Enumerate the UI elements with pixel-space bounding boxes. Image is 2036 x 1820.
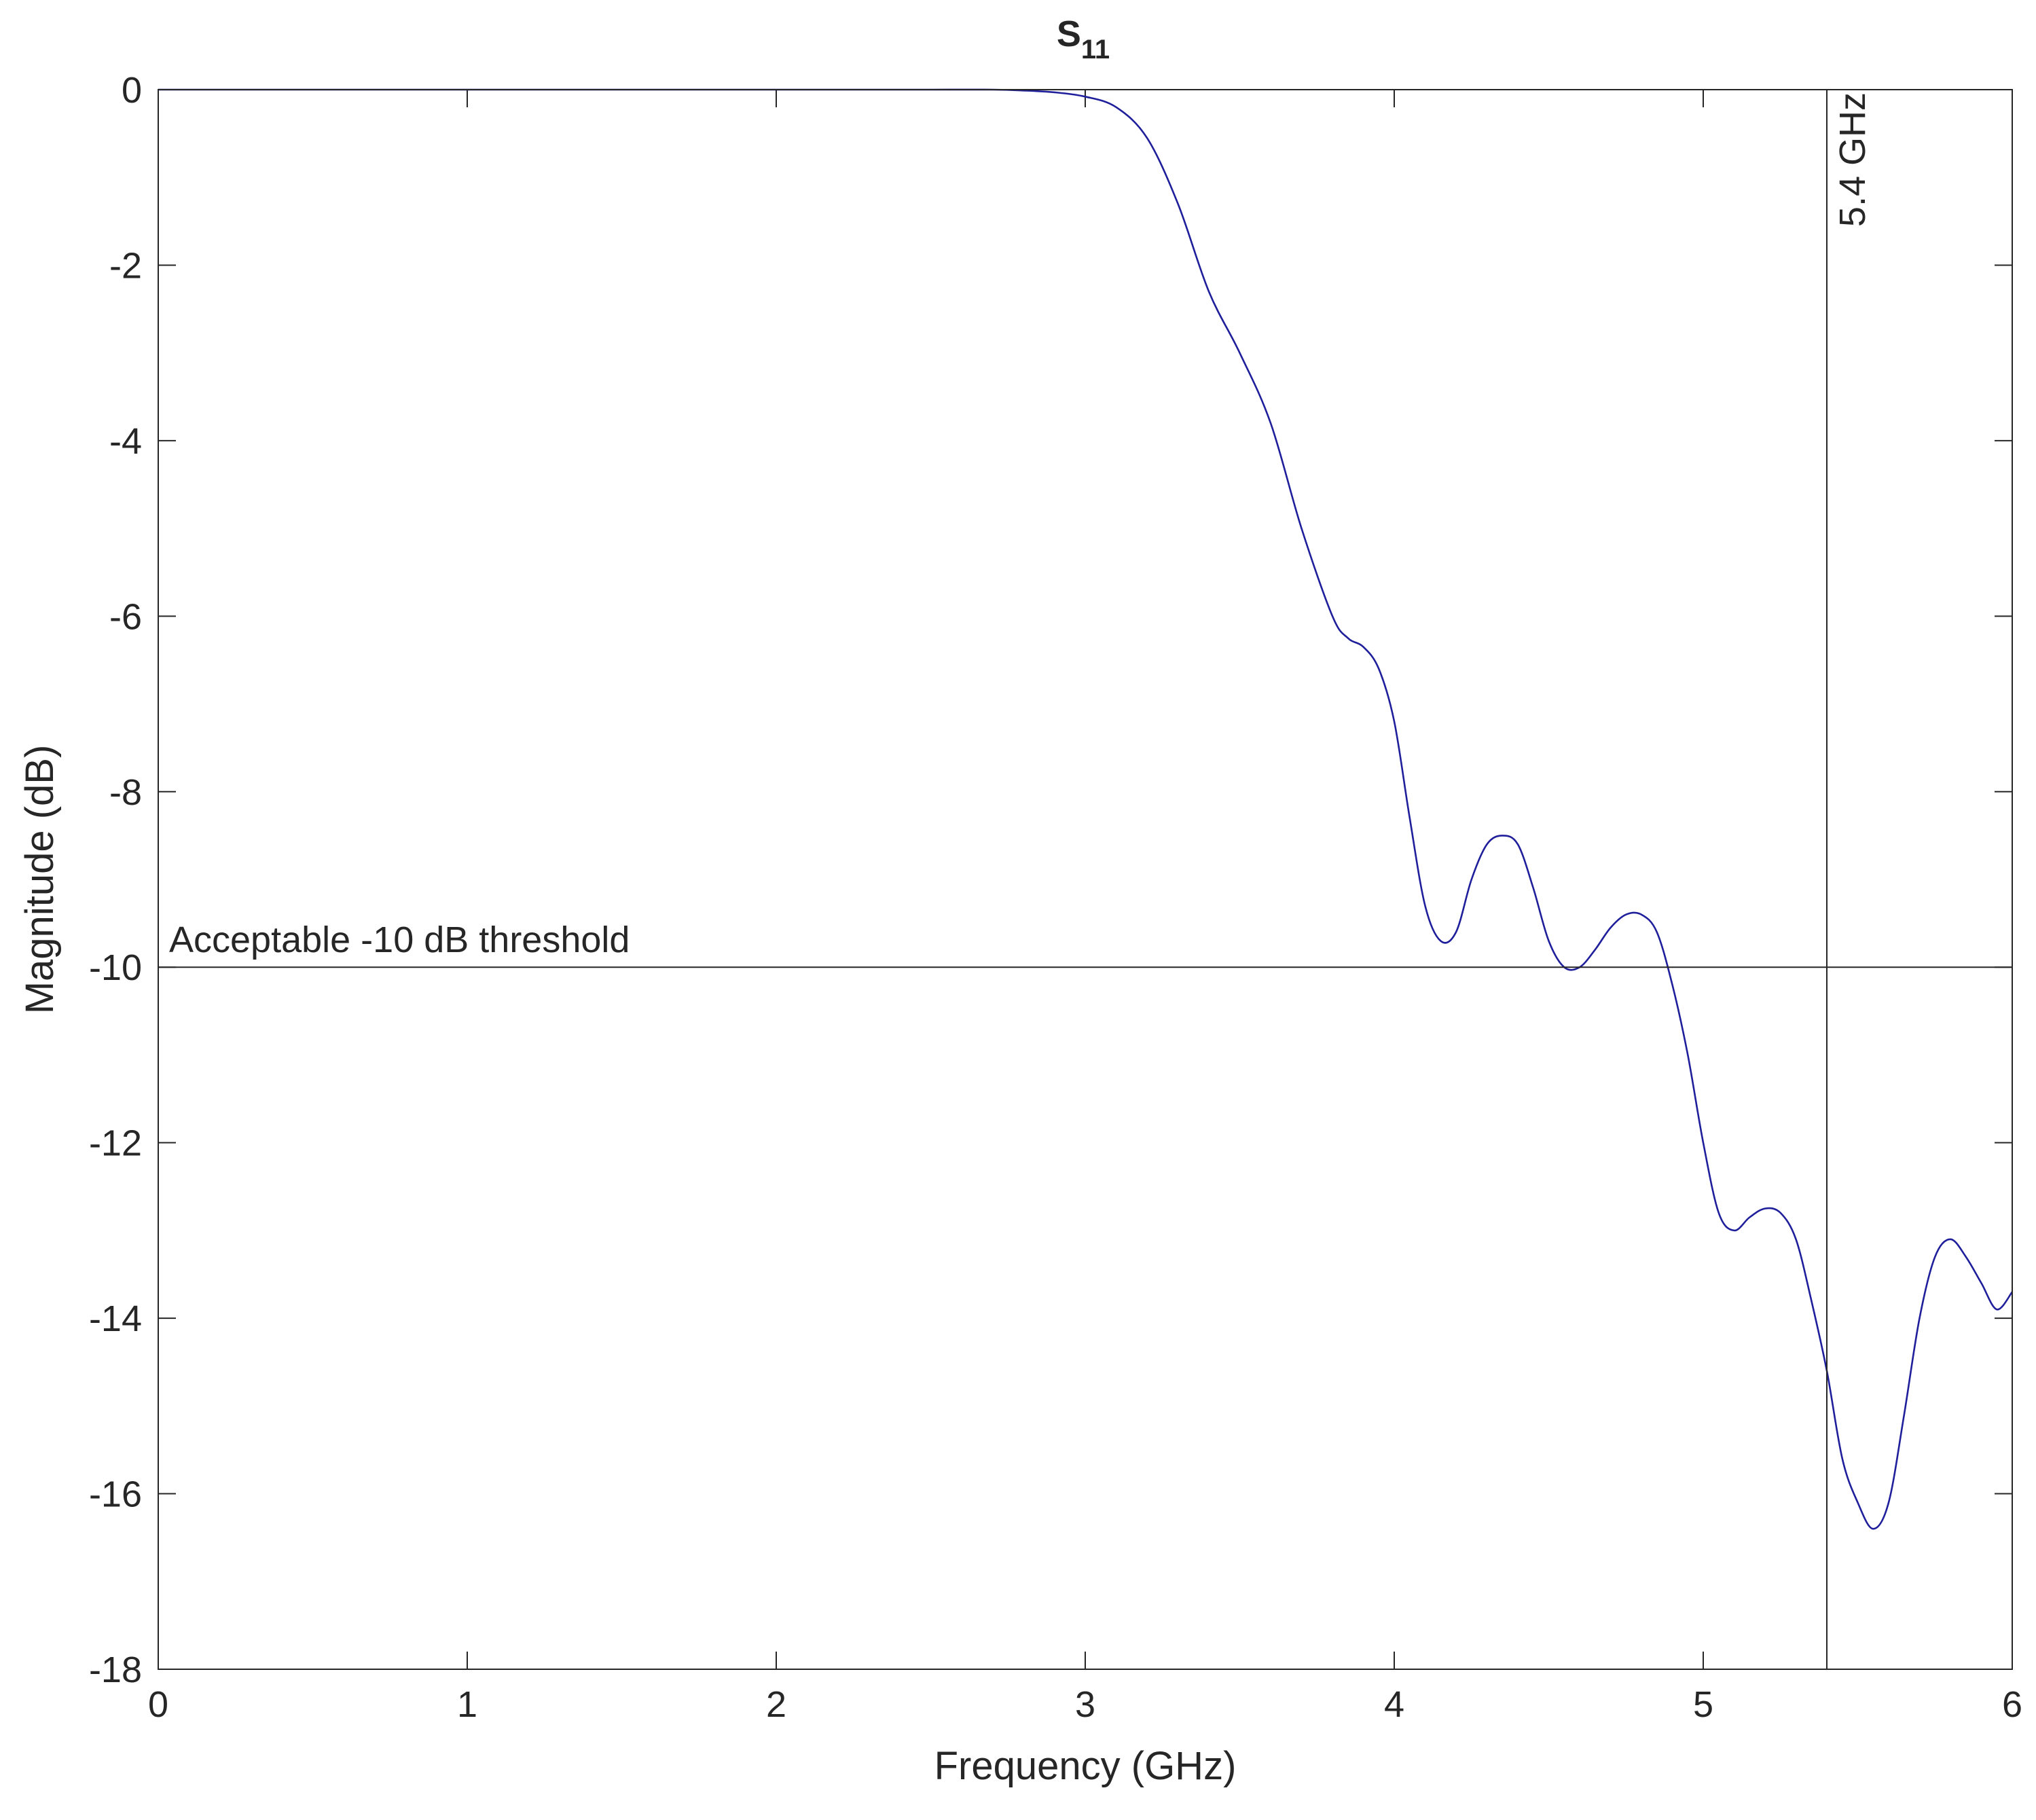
s11-series-line — [158, 88, 2014, 1530]
y-tick-label: -12 — [89, 1123, 142, 1164]
y-tick-label: -4 — [109, 421, 142, 462]
x-tick-label: 2 — [766, 1684, 786, 1725]
y-axis-label: Magnitude (dB) — [18, 745, 62, 1015]
x-tick-label: 0 — [148, 1684, 168, 1725]
x-tick-label: 4 — [1384, 1684, 1404, 1725]
title-main: S — [1057, 14, 1081, 54]
y-tick-label: -16 — [89, 1474, 142, 1515]
y-tick-label: 0 — [122, 70, 142, 111]
x-tick-label: 1 — [457, 1684, 477, 1725]
y-tick-label: -8 — [109, 772, 142, 813]
plot-area-frame — [158, 89, 2013, 1670]
threshold-label: Acceptable -10 dB threshold — [169, 920, 630, 960]
chart-title-text: S11 — [1057, 14, 1110, 65]
chart-title: S11 — [1057, 14, 1110, 65]
y-tick-label: -18 — [89, 1650, 142, 1690]
ticks-layer: 0 1 2 3 4 5 6 0 -2 -4 -6 -8 -10 -12 -14 -16 -18 — [89, 70, 2022, 1725]
x-tick-label: 6 — [2002, 1684, 2022, 1725]
y-tick-label: -2 — [109, 245, 142, 286]
y-tick-label: -10 — [89, 947, 142, 988]
y-tick-label: -14 — [89, 1298, 142, 1339]
x-tick-label: 5 — [1693, 1684, 1713, 1725]
marker-label: 5.4 GHz — [1832, 92, 1873, 227]
x-tick-label: 3 — [1075, 1684, 1095, 1725]
y-tick-label: -6 — [109, 596, 142, 637]
title-subscript: 11 — [1081, 35, 1110, 65]
x-axis-label: Frequency (GHz) — [934, 1744, 1237, 1788]
